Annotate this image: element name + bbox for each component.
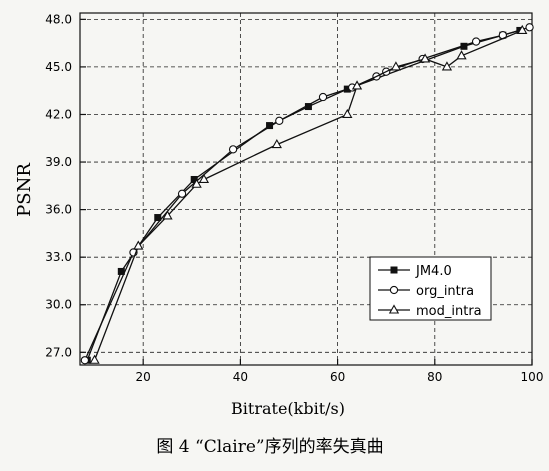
legend: JM4.0 org_intra mod_intra [369, 256, 492, 321]
y-tick-label: 33.0 [45, 250, 72, 264]
data-point-jm4-0 [117, 267, 125, 275]
data-point-mod-intra [162, 210, 173, 220]
legend-label: mod_intra [416, 304, 482, 319]
grid-lines [80, 13, 532, 365]
legend-entries: JM4.0 org_intra mod_intra [378, 264, 482, 319]
x-tick-label: 60 [330, 370, 345, 384]
data-point-mod-intra [390, 61, 402, 71]
y-tick-label: 48.0 [45, 12, 72, 26]
series-mod-intra [89, 24, 528, 364]
y-tick-label: 45.0 [45, 60, 72, 74]
legend-entry-jm4-0: JM4.0 [378, 264, 452, 279]
data-point-mod-intra [351, 80, 363, 90]
data-point-org-intra [471, 37, 481, 46]
y-tick-label: 42.0 [45, 107, 72, 121]
data-point-org-intra [228, 145, 238, 154]
data-point-org-intra [275, 116, 284, 125]
legend-marker [390, 266, 398, 274]
legend-marker [389, 285, 399, 295]
plot-frame [79, 12, 533, 366]
data-point-mod-intra [271, 138, 282, 149]
x-tick-label: 100 [521, 370, 544, 384]
x-axis-label: Bitrate(kbit/s) [231, 399, 345, 418]
data-series [80, 23, 534, 365]
data-point-mod-intra [517, 24, 528, 34]
axis-ticks: 27.0 30.0 33.0 36.0 39.0 42.0 45.0 48.0 20 40 60 80… [45, 12, 543, 384]
legend-entry-mod-intra: mod_intra [378, 304, 482, 319]
data-point-org-intra [318, 92, 328, 102]
data-point-org-intra [525, 23, 534, 32]
figure-caption: 图 4 “Claire”序列的率失真曲 [156, 437, 383, 457]
data-point-mod-intra [198, 173, 210, 184]
x-tick-label: 20 [136, 370, 151, 384]
legend-marker [388, 304, 400, 314]
legend-entry-org-intra: org_intra [378, 284, 474, 299]
y-tick-label: 39.0 [45, 155, 72, 169]
data-point-jm4-0 [266, 122, 274, 130]
y-tick-label: 30.0 [45, 298, 72, 312]
data-point-jm4-0 [190, 175, 198, 183]
y-tick-label: 36.0 [45, 203, 72, 217]
y-tick-label: 27.0 [45, 345, 72, 359]
data-point-mod-intra [456, 50, 467, 60]
data-point-mod-intra [441, 61, 453, 71]
data-point-jm4-0 [460, 42, 468, 50]
data-point-mod-intra [419, 53, 431, 63]
data-point-mod-intra [89, 354, 100, 364]
data-point-jm4-0 [154, 214, 162, 222]
data-point-mod-intra [342, 108, 353, 119]
data-point-org-intra [177, 189, 187, 198]
data-point-jm4-0 [304, 103, 312, 111]
x-tick-label: 40 [233, 370, 248, 384]
data-point-org-intra [80, 356, 90, 365]
series-org-intra [80, 23, 534, 365]
legend-label: JM4.0 [415, 264, 452, 279]
data-point-mod-intra [133, 240, 144, 250]
x-tick-label: 80 [427, 370, 442, 384]
y-axis-label: PSNR [14, 163, 35, 217]
legend-label: org_intra [416, 284, 474, 299]
data-point-mod-intra [191, 178, 202, 188]
